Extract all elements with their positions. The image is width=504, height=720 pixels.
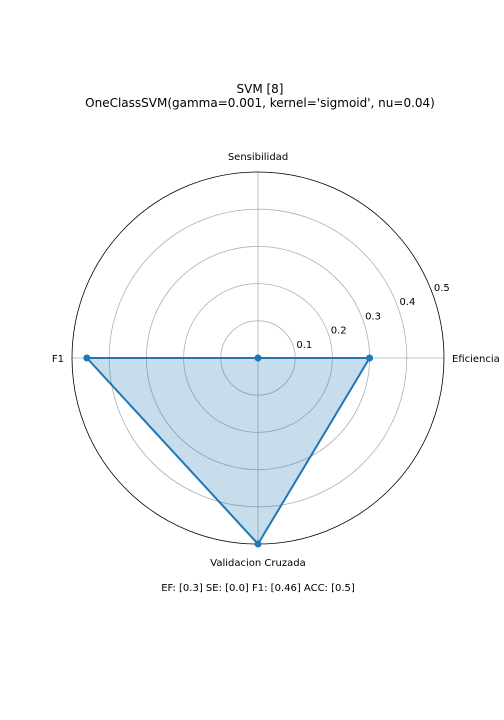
data-point-validacion-cruzada	[254, 540, 262, 548]
radial-tick-label: 0.4	[399, 297, 415, 308]
data-point-sensibilidad	[254, 354, 262, 362]
radial-tick-label: 0.3	[365, 311, 381, 322]
chart-subtitle: OneClassSVM(gamma=0.001, kernel='sigmoid…	[85, 96, 435, 110]
axis-label-sensibilidad: Sensibilidad	[228, 152, 288, 163]
metrics-summary: EF: [0.3] SE: [0.0] F1: [0.46] ACC: [0.5…	[161, 583, 355, 594]
axis-label-eficiencia: Eficiencia	[452, 354, 500, 365]
radial-tick-label: 0.1	[296, 340, 312, 351]
series-area	[86, 358, 370, 544]
label-layer: 0.1 0.2 0.3 0.4 0.5 Eficiencia Sensibilidad F1 V…	[52, 152, 500, 569]
data-point-eficiencia	[366, 354, 374, 362]
axis-label-validacion-cruzada: Validacion Cruzada	[210, 558, 305, 569]
data-point-f1	[83, 354, 91, 362]
radial-tick-label: 0.2	[331, 326, 347, 337]
data-layer	[83, 354, 374, 548]
chart-title: SVM [8]	[236, 82, 284, 96]
radial-tick-label: 0.5	[434, 283, 450, 294]
axis-label-f1: F1	[52, 354, 64, 365]
